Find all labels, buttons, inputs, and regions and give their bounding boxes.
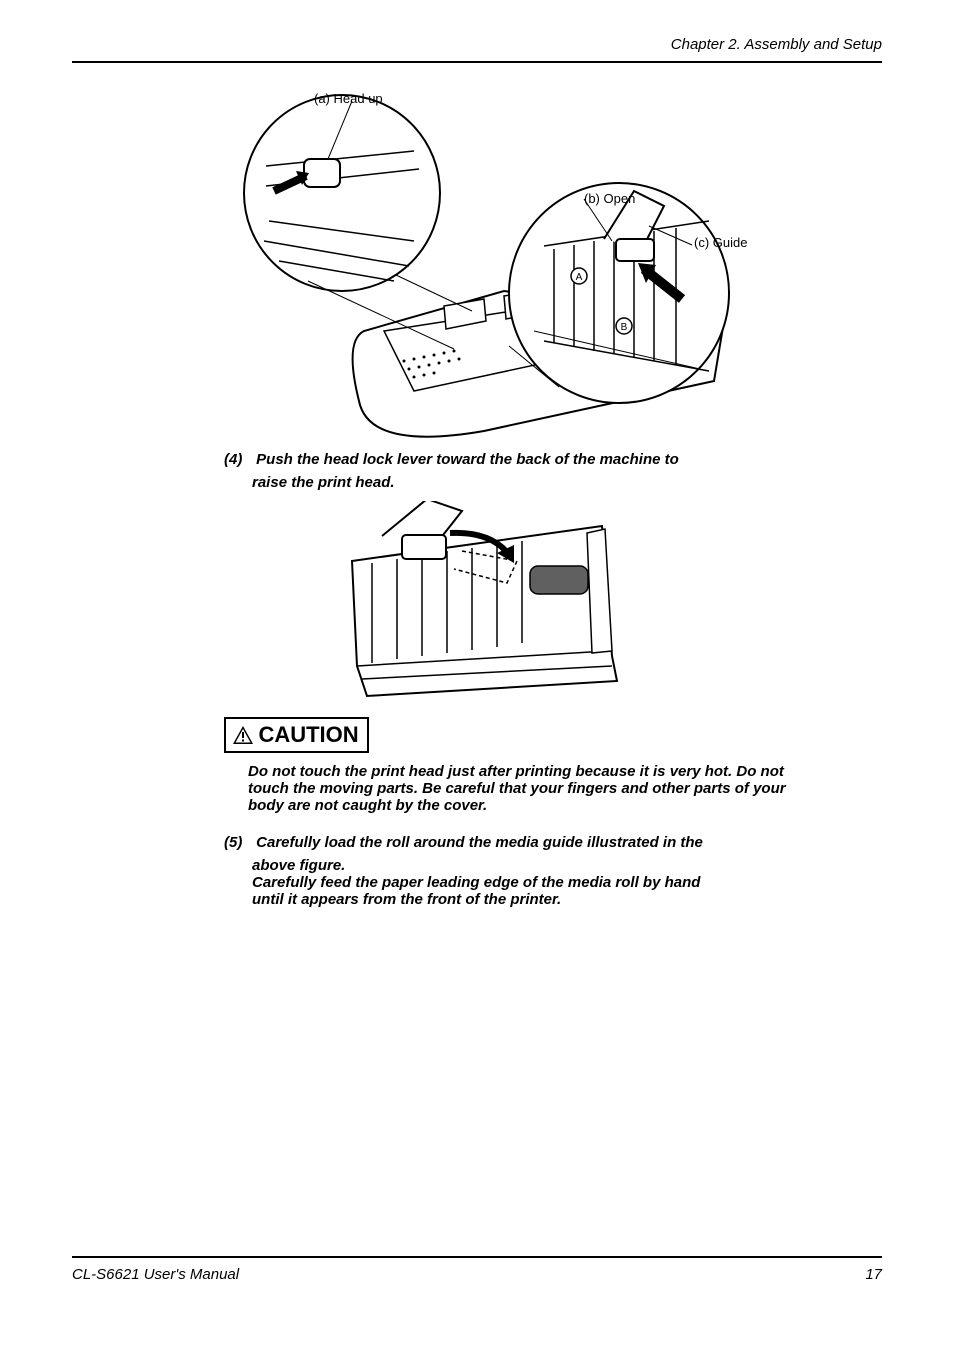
step-5-line2: above figure. <box>252 857 842 874</box>
callout-guide: (c) Guide <box>694 235 747 250</box>
svg-text:A: A <box>576 272 583 283</box>
step-4-line1: (4) Push the head lock lever toward the … <box>224 451 842 468</box>
caution-body: Do not touch the print head just after p… <box>248 763 822 814</box>
step-5-text1: Carefully load the roll around the media… <box>256 834 703 851</box>
figure-mechanism: A B (a) Head up (b) Open (c) Guide <box>224 91 882 443</box>
step-5-line3: Carefully feed the paper leading edge of… <box>252 874 842 891</box>
caution-label: CAUTION <box>258 722 358 747</box>
lever-illustration <box>342 501 632 709</box>
footer-page-number: 17 <box>865 1266 882 1283</box>
step-5-line1: (5) Carefully load the roll around the m… <box>224 834 842 851</box>
warning-icon <box>232 725 254 745</box>
step-4-line2: raise the print head. <box>252 474 842 491</box>
footer-model: CL-S6621 User's Manual <box>72 1266 239 1283</box>
mechanism-illustration: A B <box>224 91 764 443</box>
caution-label-box: CAUTION <box>224 717 369 753</box>
callout-open: (b) Open <box>584 191 635 206</box>
figure-lever <box>342 501 882 709</box>
callout-head-up: (a) Head up <box>314 91 383 106</box>
step-4-number: (4) <box>224 451 252 468</box>
svg-text:B: B <box>621 322 628 333</box>
header-rule <box>72 61 882 63</box>
step-4-text1: Push the head lock lever toward the back… <box>256 451 679 468</box>
footer-rule <box>72 1256 882 1258</box>
step-5-line4: until it appears from the front of the p… <box>252 891 842 908</box>
header-chapter: Chapter 2. Assembly and Setup <box>72 36 882 53</box>
page-footer: CL-S6621 User's Manual 17 <box>72 1256 882 1283</box>
step-5-number: (5) <box>224 834 252 851</box>
